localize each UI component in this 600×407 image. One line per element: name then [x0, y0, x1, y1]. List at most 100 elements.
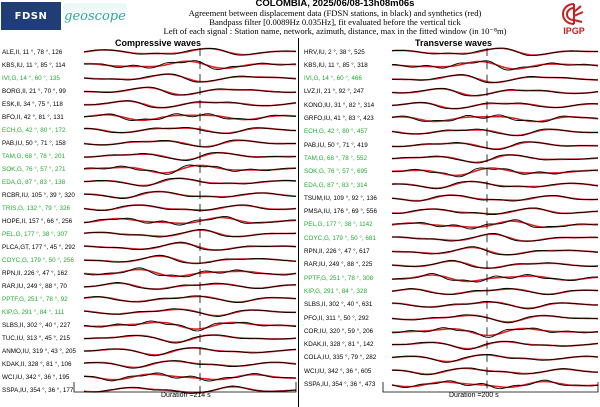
station-label: ECH,G, 42 °, 80 °, 172	[2, 126, 66, 134]
station-label: COYC,G, 179 °, 50 °, 681	[304, 234, 376, 242]
station-label: KBS,IU, 11 °, 85 °, 114	[2, 61, 66, 69]
station-label: TSUM,IU, 109 °, 92 °, 136	[304, 194, 377, 202]
station-label: RPN,II, 226 °, 47 °, 617	[304, 248, 370, 255]
observed-trace	[83, 191, 296, 199]
transverse-duration-label: Duration =200 s	[449, 392, 499, 399]
station-label: SOK,G, 76 °, 57 °, 695	[304, 168, 368, 176]
observed-trace	[83, 385, 297, 394]
observed-trace	[391, 194, 599, 202]
observed-trace	[83, 204, 297, 212]
station-label: WCI,IU, 342 °, 36 °, 605	[304, 367, 372, 375]
observed-trace	[84, 113, 296, 121]
station-label: HOPE,II, 157 °, 66 °, 256	[2, 217, 73, 225]
figure-header: FDSN geoscope IPGP COLOMBIA, 2025/06/08-…	[0, 0, 600, 38]
synthetic-trace	[84, 151, 297, 161]
station-label: PFO,II, 311 °, 50 °, 292	[304, 314, 369, 322]
figure-title: COLOMBIA, 2025/06/08-13h08m06s	[255, 0, 415, 9]
observed-trace	[391, 259, 599, 269]
station-label: BORG,II, 21 °, 70 °, 99	[2, 87, 66, 95]
station-label: COLA,IU, 335 °, 79 °, 282	[304, 354, 377, 362]
station-label: TAM,G, 68 °, 78 °, 552	[304, 154, 368, 162]
station-label: TUC,IU, 313 °, 45 °, 215	[2, 334, 71, 342]
station-label: TRIS,G, 132 °, 79 °, 326	[2, 204, 71, 212]
synthetic-trace	[83, 295, 297, 303]
synthetic-trace	[391, 180, 599, 190]
observed-trace	[391, 300, 598, 310]
observed-trace	[391, 114, 599, 123]
synthetic-trace	[391, 74, 598, 84]
observed-trace	[391, 273, 599, 283]
geoscope-logo: geoscope	[63, 3, 127, 29]
observed-trace	[83, 73, 297, 83]
synthetic-trace	[391, 47, 598, 56]
observed-trace	[391, 232, 599, 242]
station-label: PPTF,G, 251 °, 78 °, 308	[304, 274, 374, 282]
observed-trace	[392, 327, 599, 338]
duration-bracket	[382, 382, 599, 393]
figure-subtitle-legend: Left of each signal : Station name, netw…	[163, 26, 507, 36]
synthetic-trace	[391, 115, 599, 123]
station-label: PAB,IU, 50 °, 71 °, 158	[2, 139, 66, 147]
station-label: GRFO,IU, 41 °, 83 °, 423	[304, 115, 374, 122]
station-label: KIP,G, 291 °, 84 °, 111	[2, 308, 65, 316]
station-label: PAB,IU, 50 °, 71 °, 419	[304, 141, 368, 149]
observed-trace	[391, 154, 599, 164]
station-label: IVI,G, 14 °, 60 °, 466	[304, 75, 362, 83]
station-label: SLBS,II, 302 °, 40 °, 227	[2, 321, 71, 329]
station-label: SSPA,IU, 354 °, 36 °, 473	[304, 381, 376, 388]
observed-trace	[83, 60, 296, 70]
observed-trace	[391, 101, 599, 110]
observed-trace	[392, 74, 599, 84]
observed-trace	[84, 86, 296, 96]
station-label: ANMO,IU, 319 °, 43 °, 205	[2, 347, 76, 355]
observed-trace	[83, 308, 297, 317]
observed-trace	[84, 347, 297, 357]
station-label: KONO,IU, 31 °, 82 °, 314	[304, 101, 375, 109]
observed-trace	[391, 379, 599, 390]
figure-subtitle-filter: Bandpass filter [0.0089Hz 0.035Hz], fit …	[209, 17, 461, 27]
observed-trace	[84, 100, 297, 109]
ipgp-emblem-icon	[561, 3, 584, 25]
observed-trace	[391, 246, 599, 256]
station-label: PMSA,IU, 176 °, 69 °, 556	[304, 208, 377, 216]
synthetic-trace	[391, 154, 599, 164]
station-label: EDA,G, 87 °, 83 °, 314	[304, 181, 368, 189]
station-label: COYC,G, 179 °, 50 °, 256	[2, 256, 74, 264]
observed-trace	[391, 354, 599, 363]
station-label: PLCA,GT, 177 °, 45 °, 292	[2, 243, 76, 251]
station-label: BFO,II, 42 °, 81 °, 131	[2, 113, 64, 121]
station-label: PPTF,G, 251 °, 78 °, 92	[2, 295, 68, 303]
synthetic-trace	[392, 327, 599, 337]
station-label: ECH,G, 42 °, 80 °, 457	[304, 128, 368, 136]
observed-trace	[391, 287, 599, 296]
observed-trace	[391, 181, 599, 190]
compressive-panel-title: Compressive waves	[115, 38, 202, 48]
observed-trace	[391, 207, 599, 216]
observed-trace	[83, 139, 296, 148]
ipgp-logo: IPGP	[552, 2, 596, 36]
station-label: TAM,G, 68 °, 78 °, 201	[2, 152, 66, 160]
transverse-panel-title: Transverse waves	[415, 38, 493, 48]
observed-trace	[392, 367, 599, 376]
observed-trace	[83, 360, 297, 369]
station-label: PEL,G, 177 °, 38 °, 1142	[304, 221, 373, 229]
observed-trace	[391, 314, 599, 324]
station-label: KBS,IU, 11 °, 85 °, 318	[304, 61, 368, 69]
synthetic-trace	[83, 139, 296, 148]
observed-trace	[84, 254, 297, 264]
observed-trace	[83, 177, 297, 187]
station-label: LVZ,II, 21 °, 92 °, 247	[304, 88, 364, 96]
station-label: WCI,IU, 342 °, 36 °, 195	[2, 373, 70, 381]
station-label: SSPA,IU, 354 °, 36 °, 177	[2, 386, 74, 394]
compressive-duration-label: Duration =214 s	[161, 392, 211, 399]
station-label: IVI,G, 14 °, 60 °, 135	[2, 74, 60, 82]
synthetic-trace	[83, 47, 297, 56]
duration-bracket	[73, 382, 297, 393]
station-label: ESK,II, 34 °, 75 °, 118	[2, 100, 63, 108]
synthetic-trace	[391, 380, 599, 389]
observed-trace	[83, 372, 297, 382]
station-label: EDA,G, 87 °, 83 °, 138	[2, 178, 66, 186]
observed-trace	[83, 48, 297, 56]
figure-subtitle-agreement: Agreement between displacement data (FDS…	[188, 8, 482, 18]
station-label: SLBS,II, 302 °, 40 °, 631	[304, 301, 373, 309]
